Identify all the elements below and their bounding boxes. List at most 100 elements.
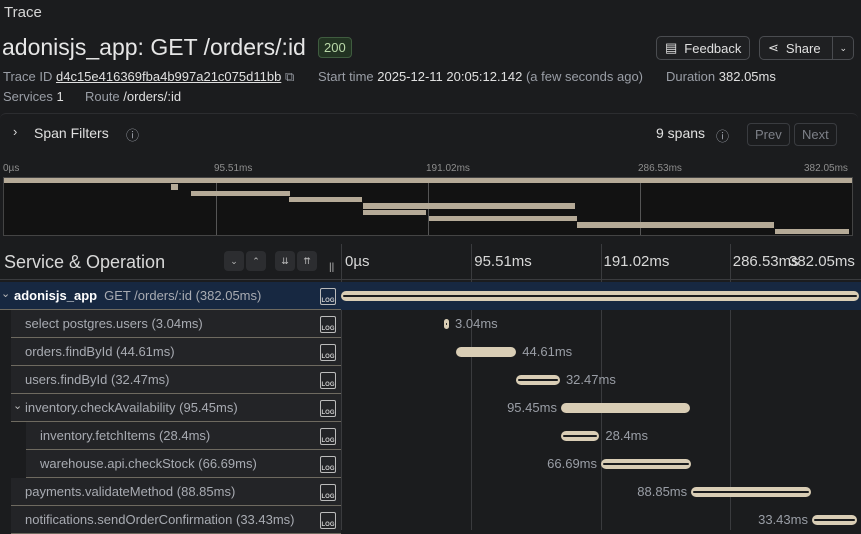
services-value: 1 <box>56 89 64 104</box>
route-value: /orders/:id <box>123 89 182 104</box>
log-icon[interactable]: LOG <box>320 288 336 305</box>
start-time-value: 2025-12-11 20:05:12.142 <box>377 69 523 84</box>
share-icon: ⋖ <box>768 40 779 55</box>
span-name-cell[interactable]: select postgres.users (3.04ms) <box>11 310 341 338</box>
span-name-cell[interactable]: orders.findById (44.61ms) <box>11 338 341 366</box>
span-name-cell[interactable]: warehouse.api.checkStock (66.69ms) <box>26 450 341 478</box>
span-row[interactable]: adonisjs_app GET /orders/:id (382.05ms) ⌄ L… <box>0 282 861 310</box>
copy-icon[interactable]: ⧉ <box>284 69 295 84</box>
log-icon[interactable]: LOG <box>320 400 336 417</box>
status-badge: 200 <box>318 37 352 58</box>
trace-id-label: Trace ID <box>3 69 53 84</box>
span-duration-label: 28.4ms <box>605 428 649 443</box>
span-name-cell[interactable]: inventory.fetchItems (28.4ms) <box>26 422 341 450</box>
expand-chevron-icon[interactable]: › <box>13 124 18 139</box>
span-bar[interactable] <box>811 515 858 525</box>
span-bar[interactable] <box>691 487 812 497</box>
services-label: Services <box>3 89 53 104</box>
span-bar[interactable] <box>516 375 560 385</box>
span-row[interactable]: select postgres.users (3.04ms) LOG 3.04ms <box>0 310 861 338</box>
timeline-header: Service & Operation <box>0 244 861 280</box>
span-bar[interactable] <box>444 319 450 329</box>
timeline-gridline <box>341 244 342 530</box>
share-button[interactable]: ⋖ Share ⌄ <box>759 36 854 60</box>
expand-one-button[interactable]: ⌃ <box>246 251 266 271</box>
timeline-tick-label: 95.51ms <box>474 253 532 270</box>
minimap-span-bar <box>289 197 362 203</box>
span-row[interactable]: inventory.fetchItems (28.4ms) LOG 28.4ms <box>0 422 861 450</box>
minimap-gridline <box>640 178 641 235</box>
span-row[interactable]: notifications.sendOrderConfirmation (33.… <box>0 506 861 534</box>
share-dropdown-chevron-icon[interactable]: ⌄ <box>832 37 853 59</box>
span-label: warehouse.api.checkStock (66.69ms) <box>40 456 257 471</box>
span-filters-bar: › Span Filters ⓘ 9 spans ⓘ Prev Next <box>0 113 858 155</box>
info-icon: ⓘ <box>126 128 140 143</box>
log-icon[interactable]: LOG <box>320 344 336 361</box>
span-bar[interactable] <box>601 459 692 469</box>
span-label: users.findById (32.47ms) <box>25 372 170 387</box>
feedback-icon: ▤ <box>665 40 678 55</box>
minimap-span-bar <box>774 228 850 234</box>
timeline-tick-label: 191.02ms <box>603 253 670 270</box>
span-label: payments.validateMethod (88.85ms) <box>25 484 236 499</box>
minimap[interactable] <box>3 177 853 236</box>
span-row[interactable]: users.findById (32.47ms) LOG 32.47ms <box>0 366 861 394</box>
timeline-gridline <box>600 244 602 530</box>
page-title: Trace <box>4 4 42 21</box>
collapse-one-button[interactable]: ⌄ <box>224 251 244 271</box>
span-row[interactable]: inventory.checkAvailability (95.45ms) ⌄ LO… <box>0 394 861 422</box>
span-row[interactable]: warehouse.api.checkStock (66.69ms) LOG 66.… <box>0 450 861 478</box>
log-icon[interactable]: LOG <box>320 512 336 529</box>
span-label: inventory.fetchItems (28.4ms) <box>40 428 211 443</box>
minimap-span-bar <box>428 216 577 222</box>
minimap-span-bar <box>171 184 179 190</box>
start-time-label: Start time <box>318 69 374 84</box>
duration-value: 382.05ms <box>718 69 776 84</box>
feedback-button[interactable]: ▤ Feedback <box>656 36 751 60</box>
expand-chevron-icon[interactable]: ⌄ <box>1 288 11 300</box>
span-label: notifications.sendOrderConfirmation (33.… <box>25 512 295 527</box>
route-label: Route <box>84 89 120 104</box>
span-bar[interactable] <box>341 291 859 301</box>
span-name-cell[interactable]: inventory.checkAvailability (95.45ms) <box>11 394 341 422</box>
duration-label: Duration <box>666 69 716 84</box>
span-bar[interactable] <box>560 431 600 441</box>
column-resize-handle[interactable]: || <box>329 262 335 273</box>
expand-chevron-icon[interactable]: ⌄ <box>13 400 23 412</box>
timeline-tick-label: 382.05ms <box>789 253 855 270</box>
span-name-cell[interactable]: adonisjs_app GET /orders/:id (382.05ms) <box>0 282 341 310</box>
expand-all-button[interactable]: ⇈ <box>297 251 317 271</box>
next-button[interactable]: Next <box>794 123 837 146</box>
minimap-span-bar <box>4 178 852 184</box>
span-name-cell[interactable]: users.findById (32.47ms) <box>11 366 341 394</box>
span-row[interactable]: orders.findById (44.61ms) LOG 44.61ms <box>0 338 861 366</box>
share-label: Share <box>785 40 821 56</box>
log-icon[interactable]: LOG <box>320 484 336 501</box>
log-icon[interactable]: LOG <box>320 316 336 333</box>
span-duration-label: 88.85ms <box>637 484 688 499</box>
log-icon[interactable]: LOG <box>320 372 336 389</box>
column-title: Service & Operation <box>4 252 166 272</box>
minimap-tick-label: 191.02ms <box>426 163 470 174</box>
span-name-cell[interactable]: notifications.sendOrderConfirmation (33.… <box>11 506 341 534</box>
minimap-tick-label: 382.05ms <box>804 163 848 174</box>
span-duration-label: 66.69ms <box>547 456 598 471</box>
span-row[interactable]: payments.validateMethod (88.85ms) LOG 88.8… <box>0 478 861 506</box>
trace-id-link[interactable]: d4c15e416369fba4b997a21c075d11bb <box>55 69 282 84</box>
start-time: Start time 2025-12-11 20:05:12.142 (a fe… <box>318 69 643 84</box>
minimap-gridline <box>216 178 217 235</box>
log-icon[interactable]: LOG <box>320 428 336 445</box>
collapse-all-button[interactable]: ⇊ <box>275 251 295 271</box>
span-name-cell[interactable]: payments.validateMethod (88.85ms) <box>11 478 341 506</box>
log-icon[interactable]: LOG <box>320 456 336 473</box>
span-label: select postgres.users (3.04ms) <box>25 316 203 331</box>
span-duration-label: 33.43ms <box>758 512 808 527</box>
prev-button[interactable]: Prev <box>747 123 790 146</box>
span-bar[interactable] <box>455 347 517 357</box>
span-label: inventory.checkAvailability (95.45ms) <box>25 400 238 415</box>
span-filters-toggle[interactable]: Span Filters <box>34 125 109 141</box>
span-bar[interactable] <box>560 403 691 413</box>
minimap-tick-label: 95.51ms <box>214 163 253 174</box>
span-count-info-icon: ⓘ <box>716 129 730 144</box>
minimap-span-bar <box>363 209 427 215</box>
